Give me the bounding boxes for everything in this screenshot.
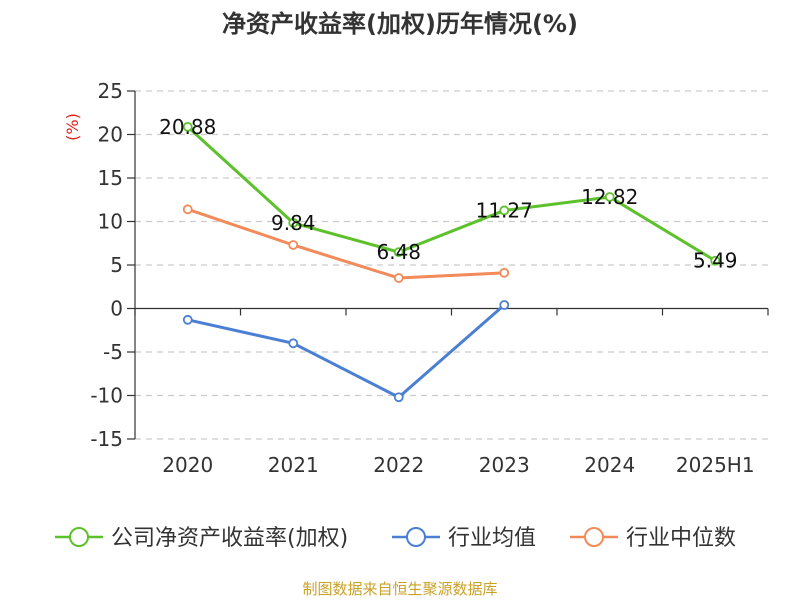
data-label: 5.49 (693, 249, 738, 273)
legend-item[interactable]: 行业均值 (392, 526, 536, 551)
chart-title: 净资产收益率(加权)历年情况(%) (222, 10, 578, 38)
x-tick-label: 2022 (373, 453, 424, 477)
data-label: 11.27 (476, 198, 533, 222)
legend[interactable]: 公司净资产收益率(加权) 行业均值 行业中位数 (55, 526, 736, 551)
data-point[interactable] (499, 205, 510, 216)
y-tick-label: 0 (110, 297, 123, 321)
legend-marker (584, 527, 604, 547)
data-point[interactable] (393, 273, 404, 283)
legend-item[interactable]: 行业中位数 (570, 526, 736, 551)
data-point[interactable] (499, 267, 510, 278)
series-line (187, 207, 505, 280)
series-line (186, 125, 717, 263)
data-point[interactable] (710, 255, 721, 266)
axes: 25 20 15 10 5 0 -5 -10 -15 2020 2021 2022 2023 2024 20… (90, 79, 769, 477)
legend-label: 行业均值 (448, 526, 536, 551)
series-line (187, 303, 506, 399)
legend-marker (406, 527, 426, 547)
source-note: 制图数据来自恒生聚源数据库 (302, 580, 497, 598)
legend-marker (69, 527, 89, 547)
data-point[interactable] (288, 217, 299, 228)
data-point[interactable] (288, 240, 299, 250)
y-tick-label: -15 (90, 427, 123, 451)
data-label: 6.48 (376, 240, 421, 264)
data-point[interactable] (393, 392, 404, 403)
data-point[interactable] (288, 338, 299, 349)
legend-item[interactable]: 公司净资产收益率(加权) (55, 526, 348, 551)
x-tick-label: 2024 (584, 453, 635, 477)
y-tick-label: 20 (98, 123, 123, 147)
y-axis-label: (%) (63, 113, 82, 141)
grid-lines (135, 90, 768, 440)
series-layer (182, 121, 721, 403)
x-tick-label: 2021 (268, 453, 319, 477)
y-tick-label: -5 (103, 340, 123, 364)
legend-label: 公司净资产收益率(加权) (111, 526, 348, 551)
data-point[interactable] (182, 204, 193, 215)
y-tick-label: 25 (98, 79, 123, 103)
data-label: 12.82 (581, 185, 638, 209)
data-point[interactable] (182, 314, 193, 325)
x-tick-label: 2023 (479, 453, 530, 477)
y-tick-label: 5 (110, 253, 123, 277)
data-label: 20.88 (159, 115, 216, 139)
data-labels: 20.88 9.84 6.48 11.27 12.82 5.49 (159, 115, 737, 273)
data-point[interactable] (393, 247, 404, 258)
x-tick-label: 2020 (162, 453, 213, 477)
data-point[interactable] (499, 300, 510, 310)
y-tick-label: 15 (98, 166, 123, 190)
legend-label: 行业中位数 (626, 526, 736, 551)
data-point[interactable] (604, 192, 615, 202)
y-tick-label: -10 (90, 384, 123, 408)
data-label: 9.84 (271, 211, 316, 235)
x-tick-label: 2025H1 (676, 453, 755, 477)
y-tick-label: 10 (98, 210, 123, 234)
data-point[interactable] (182, 121, 193, 132)
